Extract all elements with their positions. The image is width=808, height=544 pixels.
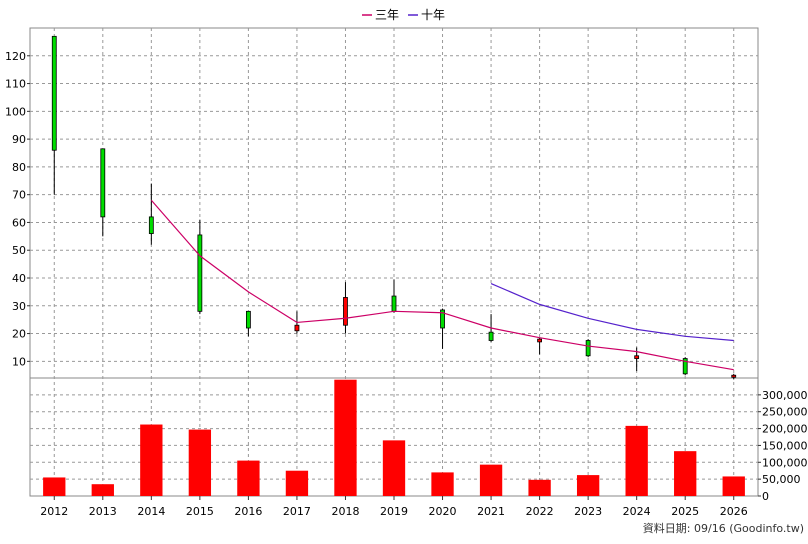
x-tick-label: 2017 [283,505,311,518]
candle-body [245,310,251,329]
volume-bar [674,451,697,496]
volume-bar [188,429,212,496]
price-tick-label: 50 [12,244,26,257]
x-tick-label: 2014 [137,505,165,518]
line-series [490,283,734,342]
price-tick-label: 100 [5,105,26,118]
volume-bar [479,464,503,496]
x-tick-label: 2022 [526,505,554,518]
candles [51,35,737,380]
volume-bar [382,440,406,496]
candle-body [682,358,688,375]
price-tick-label: 20 [12,328,26,341]
candle-body [343,297,348,326]
x-tick-label: 2024 [623,505,651,518]
price-tick-label: 40 [12,272,26,285]
volume-bar [43,477,66,496]
volume-y-axis: 0 50,000 100,000 150,000 200,000 250,000 300,0… [758,389,808,503]
volume-bar [237,460,260,496]
price-tick-label: 120 [5,50,26,63]
x-tick-label: 2020 [429,505,457,518]
price-y-axis: 10 20 30 40 50 60 70 80 90 100 110 120 [5,50,30,368]
volume-bar [431,472,454,496]
candle-body [100,148,106,218]
x-tick-label: 2018 [331,505,359,518]
volume-bar [576,475,600,496]
x-tick-label: 2025 [671,505,699,518]
grid [30,28,758,496]
price-tick-label: 80 [12,161,26,174]
legend-label: 三年 [375,8,399,22]
x-tick-label: 2013 [89,505,117,518]
volume-tick-label: 0 [762,490,769,503]
candle-body [294,324,300,332]
x-tick-label: 2026 [720,505,748,518]
volume-bar [140,424,163,496]
x-tick-label: 2015 [186,505,214,518]
volume-bar [528,479,551,496]
candle-body [585,340,591,357]
legend-label: 十年 [421,8,445,22]
volume-tick-label: 200,000 [762,423,808,436]
candle-body [197,234,203,312]
price-tick-label: 70 [12,189,26,202]
x-tick-label: 2012 [40,505,68,518]
price-tick-label: 30 [12,300,26,313]
line-series [150,199,734,371]
volume-tick-label: 150,000 [762,439,808,452]
price-tick-label: 10 [12,355,26,368]
x-axis: 2012 2013 2014 2015 2016 2017 2018 2019 2020 2021… [40,496,748,518]
candle-body [634,355,640,359]
x-tick-label: 2019 [380,505,408,518]
x-tick-label: 2021 [477,505,505,518]
candle-body [391,295,397,312]
legend: 三年 十年 [362,8,445,22]
volume-bar [334,379,357,496]
price-tick-label: 90 [12,133,26,146]
x-tick-label: 2016 [234,505,262,518]
candle-body [440,309,445,329]
volume-tick-label: 300,000 [762,389,808,402]
candle-body [51,35,57,151]
candle-body [148,216,154,234]
volume-bar [722,476,745,496]
price-tick-label: 110 [5,78,26,91]
data-date-footer: 資料日期: 09/16 (Goodinfo.tw) [643,521,804,535]
candle-body [537,338,542,343]
volume-tick-label: 250,000 [762,406,808,419]
candle-body [731,374,737,378]
volume-bar [91,484,114,496]
candle-body [488,331,494,341]
volume-bar [285,470,309,496]
volume-tick-label: 100,000 [762,456,808,469]
price-tick-label: 60 [12,216,26,229]
volume-bar [625,425,648,496]
moving-average-lines [150,199,734,371]
x-tick-label: 2023 [574,505,602,518]
volume-tick-label: 50,000 [762,473,801,486]
volume-bars [43,379,745,496]
